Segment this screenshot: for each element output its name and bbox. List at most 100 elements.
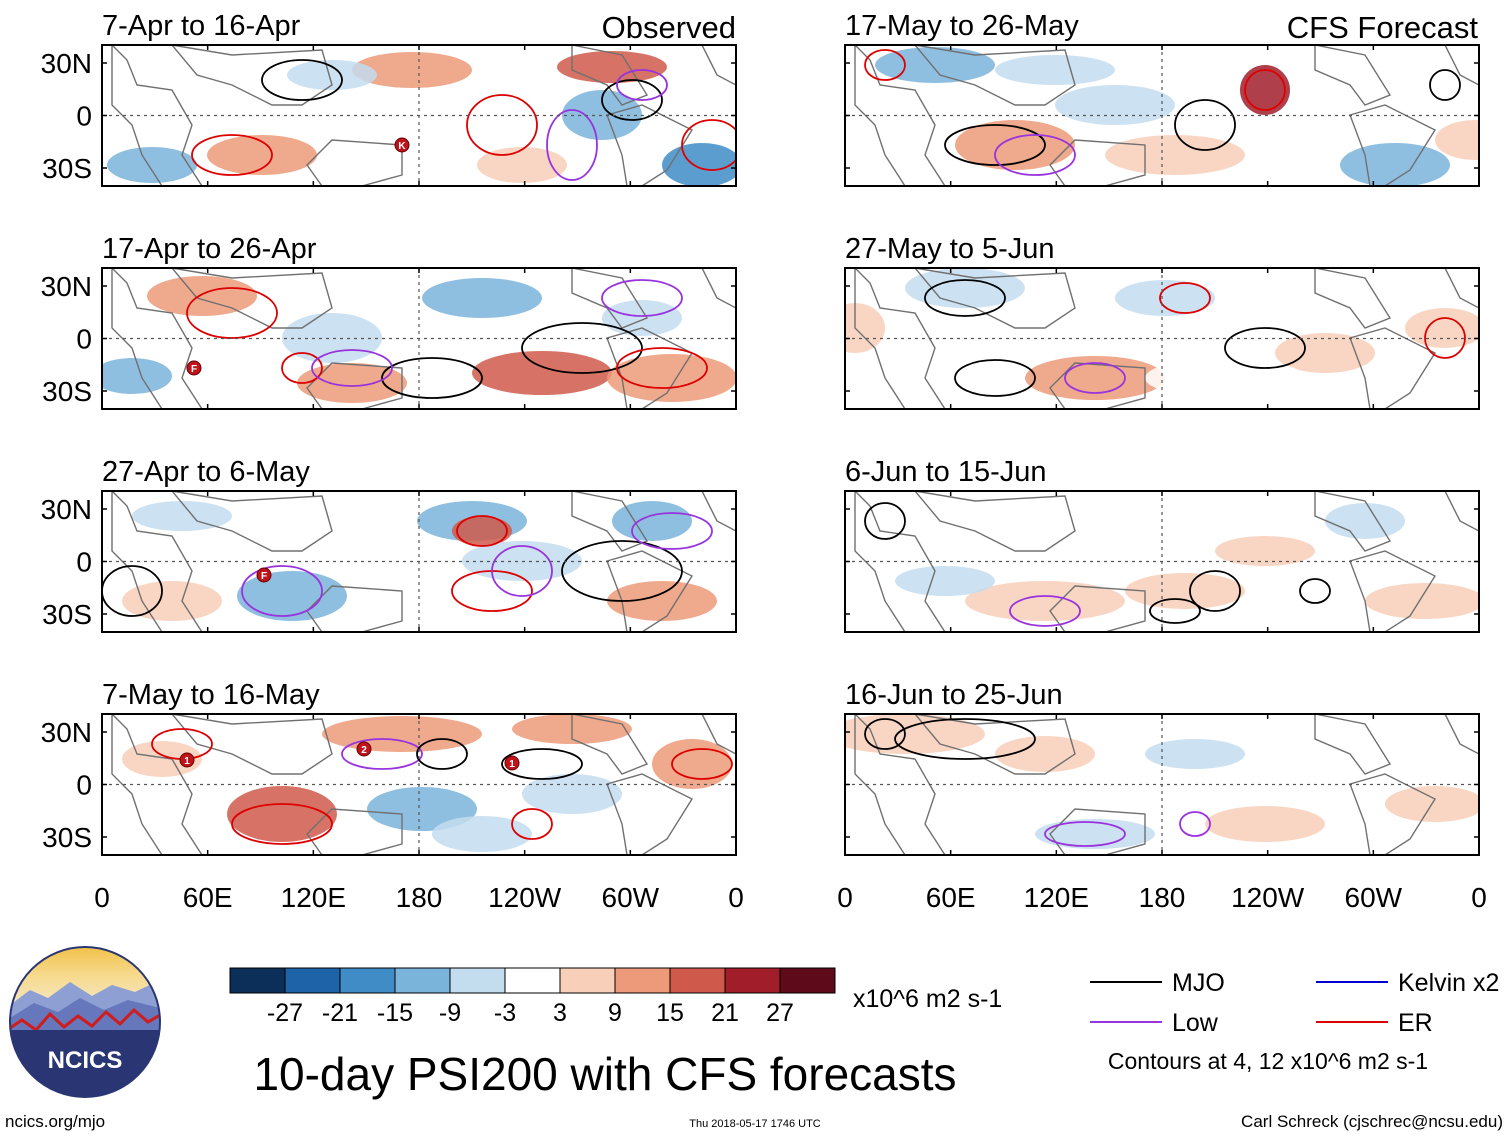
author-credit: Carl Schreck (cjschrec@ncsu.edu)	[1241, 1112, 1503, 1131]
anomaly-shading	[1055, 85, 1175, 125]
anomaly-shading	[477, 147, 567, 183]
coastline	[111, 491, 203, 632]
map-panel: 17-May to 26-May	[844, 10, 1480, 187]
ncics-logo: NCICS	[9, 946, 161, 1098]
coastline	[606, 550, 694, 632]
y-tick-label: 0	[76, 547, 92, 578]
timestamp: Thu 2018-05-17 1746 UTC	[689, 1118, 821, 1130]
contour-mjo	[864, 718, 906, 750]
x-tick-label: 120W	[1231, 882, 1305, 913]
contour-low	[311, 349, 393, 387]
coastline	[171, 491, 333, 552]
coastline	[571, 268, 649, 329]
anomaly-shading	[422, 278, 542, 318]
contour-mjo	[1224, 327, 1306, 369]
map-panel: 7-May to 16-May 1 2 1 30N 0 30S	[41, 679, 737, 856]
coastline	[854, 491, 946, 632]
contour-mjo	[944, 124, 1046, 166]
y-tick-label: 30N	[41, 48, 92, 79]
tc-marker-label: K	[398, 141, 406, 152]
x-tick-label: 60E	[926, 882, 976, 913]
coastline	[1349, 327, 1437, 409]
colorbar-swatch	[779, 967, 836, 994]
contour-er	[281, 352, 323, 384]
map-panel: 17-Apr to 26-Apr F 30N 0 30S	[41, 233, 737, 410]
panel-period: 27-Apr to 6-May	[102, 456, 310, 488]
coastline	[1444, 268, 1479, 309]
contour-low	[1179, 811, 1211, 837]
x-tick-label: 120E	[281, 882, 346, 913]
anomaly-shading	[367, 787, 477, 831]
anomaly-shading	[432, 816, 532, 852]
contour-mjo	[1149, 598, 1201, 624]
y-tick-label: 30S	[42, 822, 92, 853]
x-tick-label: 180	[396, 882, 443, 913]
map-panel: 16-Jun to 25-Jun	[844, 679, 1480, 856]
anomaly-shading	[522, 774, 622, 814]
colorbar-swatch	[229, 967, 286, 994]
anomaly-shading	[557, 51, 667, 83]
colorbar-swatch	[394, 967, 451, 994]
coastline	[1444, 714, 1479, 755]
coastline	[1314, 714, 1392, 775]
coastline	[171, 45, 333, 106]
panel-period: 7-Apr to 16-Apr	[102, 10, 301, 42]
legend-label: ER	[1398, 1009, 1433, 1037]
contour-low	[994, 134, 1076, 176]
contour-er	[511, 808, 553, 840]
coastline	[1314, 268, 1392, 329]
coastline	[111, 714, 203, 855]
y-tick-label: 30S	[42, 599, 92, 630]
coastline	[1049, 362, 1146, 409]
anomaly-shading	[227, 786, 337, 842]
contour-mjo	[954, 359, 1036, 397]
anomaly-shading	[875, 47, 995, 83]
anomaly-shading	[1105, 135, 1245, 175]
coastline	[571, 491, 649, 552]
colorbar-swatch	[504, 967, 561, 994]
anomaly-shading	[965, 581, 1125, 621]
anomaly-shading	[955, 120, 1075, 170]
anomaly-shading	[1240, 65, 1290, 115]
colorbar: -27 -21 -15 -9 -3 3 9 15 21 27	[229, 967, 836, 1027]
y-tick-label: 0	[76, 101, 92, 132]
tropical-cyclone-icon: F	[186, 360, 202, 376]
coastline	[1349, 773, 1437, 855]
panel-period: 7-May to 16-May	[102, 679, 320, 711]
panel-grid: 7-Apr to 16-Apr K 30N 0 30S 17-Apr to 26-AprF…	[41, 10, 1487, 913]
contour-low	[341, 738, 423, 770]
anomaly-shading	[207, 135, 317, 175]
anomaly-shading	[1325, 503, 1405, 539]
colorbar-swatch	[339, 967, 396, 994]
anomaly-shading	[282, 313, 382, 363]
tropical-cyclone-icon: K	[394, 137, 410, 153]
tropical-cyclone-icon: F	[256, 567, 272, 583]
coastline	[914, 268, 1076, 329]
coastline	[914, 45, 1076, 106]
chart-title: 10-day PSI200 with CFS forecasts	[253, 1048, 956, 1100]
colorbar-tick-label: 15	[656, 999, 684, 1027]
contour-mjo	[864, 502, 906, 540]
colorbar-swatch	[614, 967, 671, 994]
contour-low	[601, 279, 683, 317]
contour-er	[671, 748, 733, 780]
anomaly-shading	[107, 147, 197, 183]
coastline	[606, 104, 694, 186]
colorbar-tick-label: 27	[766, 999, 794, 1027]
anomaly-shading	[1365, 583, 1479, 619]
coastline	[1349, 550, 1437, 632]
coastline	[854, 45, 946, 186]
observed-label: Observed	[602, 10, 736, 45]
contour-note: Contours at 4, 12 x10^6 m2 s-1	[1108, 1048, 1428, 1074]
coastline	[171, 714, 333, 775]
panel-period: 6-Jun to 15-Jun	[845, 456, 1047, 488]
colorbar-tick-label: 21	[711, 999, 739, 1027]
site-link[interactable]: ncics.org/mjo	[5, 1112, 105, 1131]
colorbar-tick-label: -3	[494, 999, 516, 1027]
y-tick-label: 30N	[41, 494, 92, 525]
anomaly-shading	[1435, 120, 1479, 160]
contour-er	[616, 347, 708, 389]
contour-low	[1009, 595, 1081, 627]
x-tick-label: 120E	[1024, 882, 1089, 913]
